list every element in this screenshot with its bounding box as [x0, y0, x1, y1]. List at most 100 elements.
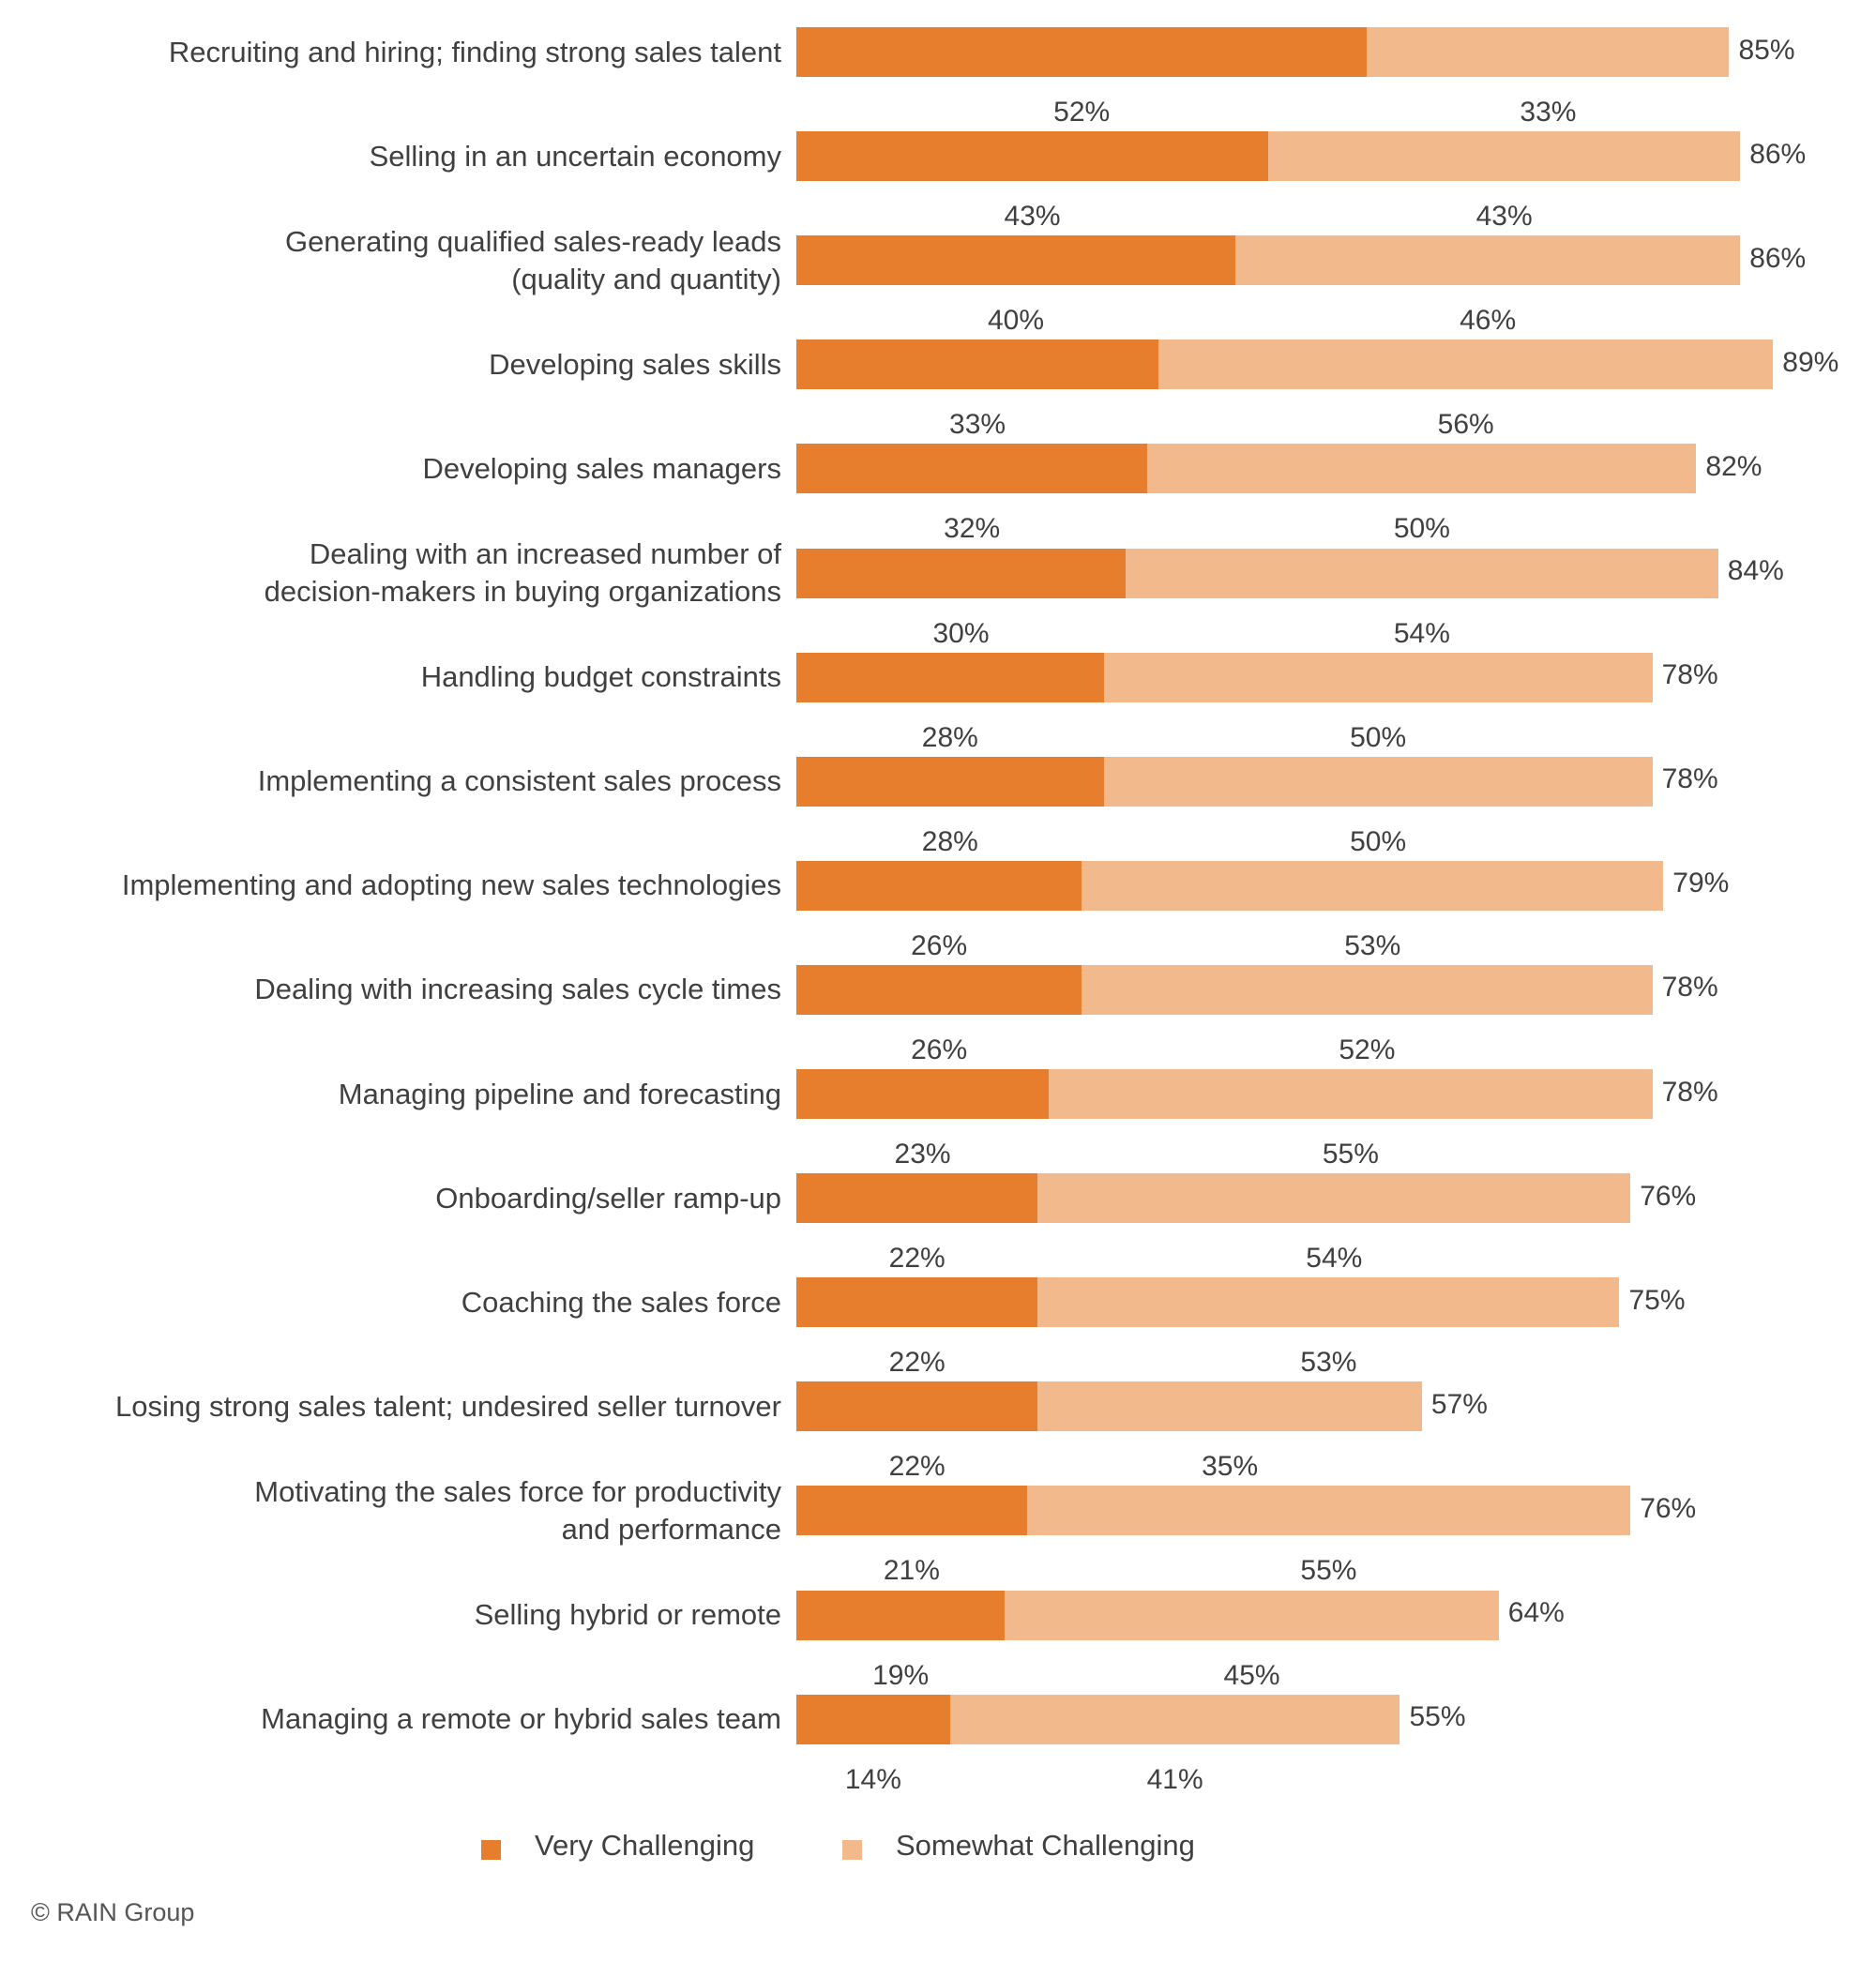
category-label: Coaching the sales force	[461, 1285, 781, 1319]
total-value-label: 84%	[1727, 555, 1784, 586]
category-label: Onboarding/seller ramp-up	[435, 1181, 781, 1215]
bar-segment-very	[796, 1590, 1006, 1640]
legend-label-very: Very Challenging	[535, 1829, 755, 1862]
segment-value-label: 23%	[894, 1139, 951, 1170]
total-value-label: 78%	[1661, 1076, 1718, 1108]
segment-value-label: 30%	[932, 617, 990, 649]
bar-segment-very	[796, 652, 1104, 702]
segment-value-label: 55%	[1300, 1555, 1357, 1587]
bar-segment-very	[796, 548, 1126, 598]
legend-label-somewhat: Somewhat Challenging	[896, 1829, 1195, 1862]
segment-value-label: 26%	[911, 1034, 968, 1065]
category-label: Selling hybrid or remote	[474, 1598, 781, 1631]
total-value-label: 57%	[1430, 1388, 1488, 1420]
total-value-label: 76%	[1640, 1492, 1697, 1524]
segment-value-label: 19%	[872, 1659, 930, 1691]
bar-segment-very	[796, 860, 1082, 911]
segment-value-label: 52%	[1053, 97, 1111, 128]
segment-value-label: 33%	[949, 409, 1006, 441]
bar-segment-very	[796, 964, 1082, 1015]
bar-segment-very	[796, 235, 1235, 286]
segment-value-label: 35%	[1202, 1451, 1259, 1483]
segment-value-label: 40%	[987, 305, 1045, 337]
category-label: Selling in an uncertain economy	[369, 139, 781, 173]
category-label: Implementing and adopting new sales tech…	[121, 868, 781, 902]
category-label: Managing a remote or hybrid sales team	[261, 1702, 781, 1736]
segment-value-label: 26%	[911, 929, 968, 961]
bar-segment-somewhat	[1158, 340, 1774, 390]
category-label: Recruiting and hiring; finding strong sa…	[168, 35, 781, 68]
segment-value-label: 50%	[1350, 721, 1407, 753]
segment-value-label: 56%	[1437, 409, 1494, 441]
category-label: Dealing with an increased number of decis…	[264, 537, 781, 608]
segment-value-label: 22%	[888, 1243, 946, 1275]
bar-segment-very	[796, 1694, 950, 1744]
total-value-label: 78%	[1661, 972, 1718, 1004]
category-label: Generating qualified sales-ready leads (q…	[284, 224, 781, 295]
copyright: © RAIN Group	[31, 1898, 195, 1926]
bar-segment-somewhat	[1126, 548, 1718, 598]
segment-value-label: 43%	[1475, 201, 1533, 233]
total-value-label: 75%	[1628, 1284, 1686, 1316]
bar-segment-somewhat	[1103, 652, 1653, 702]
segment-value-label: 53%	[1344, 929, 1401, 961]
total-value-label: 82%	[1705, 450, 1763, 482]
total-value-label: 86%	[1749, 242, 1807, 274]
total-value-label: 76%	[1640, 1180, 1697, 1212]
segment-value-label: 28%	[921, 825, 978, 857]
bar-segment-very	[796, 1069, 1050, 1119]
segment-value-label: 14%	[844, 1763, 901, 1795]
category-label: Implementing a consistent sales process	[257, 764, 781, 798]
segment-value-label: 32%	[944, 513, 1001, 545]
bar-segment-very	[796, 131, 1269, 182]
bar-segment-somewhat	[949, 1694, 1400, 1744]
segment-value-label: 46%	[1460, 305, 1517, 337]
bar-segment-somewhat	[1037, 1381, 1422, 1432]
category-label: Developing sales managers	[422, 451, 781, 485]
segment-value-label: 41%	[1146, 1763, 1203, 1795]
segment-value-label: 55%	[1322, 1139, 1379, 1170]
segment-value-label: 50%	[1393, 513, 1450, 545]
segment-value-label: 52%	[1339, 1034, 1396, 1065]
legend-swatch-somewhat	[842, 1840, 862, 1860]
legend-swatch-very	[481, 1840, 501, 1860]
total-value-label: 89%	[1782, 346, 1839, 378]
total-value-label: 64%	[1507, 1597, 1565, 1628]
bar-segment-very	[796, 27, 1368, 77]
segment-value-label: 21%	[883, 1555, 940, 1587]
total-value-label: 85%	[1738, 34, 1795, 66]
segment-value-label: 54%	[1306, 1243, 1363, 1275]
bar-segment-very	[796, 1486, 1027, 1536]
segment-value-label: 45%	[1223, 1659, 1280, 1691]
segment-value-label: 54%	[1393, 617, 1450, 649]
category-label: Managing pipeline and forecasting	[338, 1077, 781, 1110]
bar-segment-somewhat	[1037, 1173, 1631, 1224]
total-value-label: 78%	[1661, 763, 1718, 795]
category-label: Losing strong sales talent; undesired se…	[115, 1389, 781, 1423]
bar-segment-very	[796, 340, 1159, 390]
segment-value-label: 22%	[888, 1347, 946, 1379]
bar-segment-very	[796, 444, 1148, 494]
segment-value-label: 28%	[921, 721, 978, 753]
segment-value-label: 43%	[1004, 201, 1061, 233]
bar-segment-very	[796, 756, 1104, 807]
total-value-label: 79%	[1672, 868, 1730, 899]
bar-segment-very	[796, 1277, 1038, 1328]
category-label: Motivating the sales force for productiv…	[254, 1474, 781, 1546]
segment-value-label: 50%	[1350, 825, 1407, 857]
segment-value-label: 33%	[1520, 97, 1577, 128]
bar-segment-very	[796, 1381, 1038, 1432]
category-label: Dealing with increasing sales cycle time…	[254, 973, 781, 1006]
bar-segment-somewhat	[1103, 756, 1653, 807]
bar-segment-somewhat	[1082, 964, 1653, 1015]
bar-segment-somewhat	[1147, 444, 1697, 494]
total-value-label: 86%	[1749, 138, 1807, 170]
bar-segment-somewhat	[1049, 1069, 1653, 1119]
bar-segment-somewhat	[1082, 860, 1664, 911]
bar-segment-somewhat	[1026, 1486, 1631, 1536]
bar-segment-somewhat	[1367, 27, 1730, 77]
segment-value-label: 53%	[1300, 1347, 1357, 1379]
bar-segment-somewhat	[1037, 1277, 1620, 1328]
total-value-label: 78%	[1661, 659, 1718, 691]
